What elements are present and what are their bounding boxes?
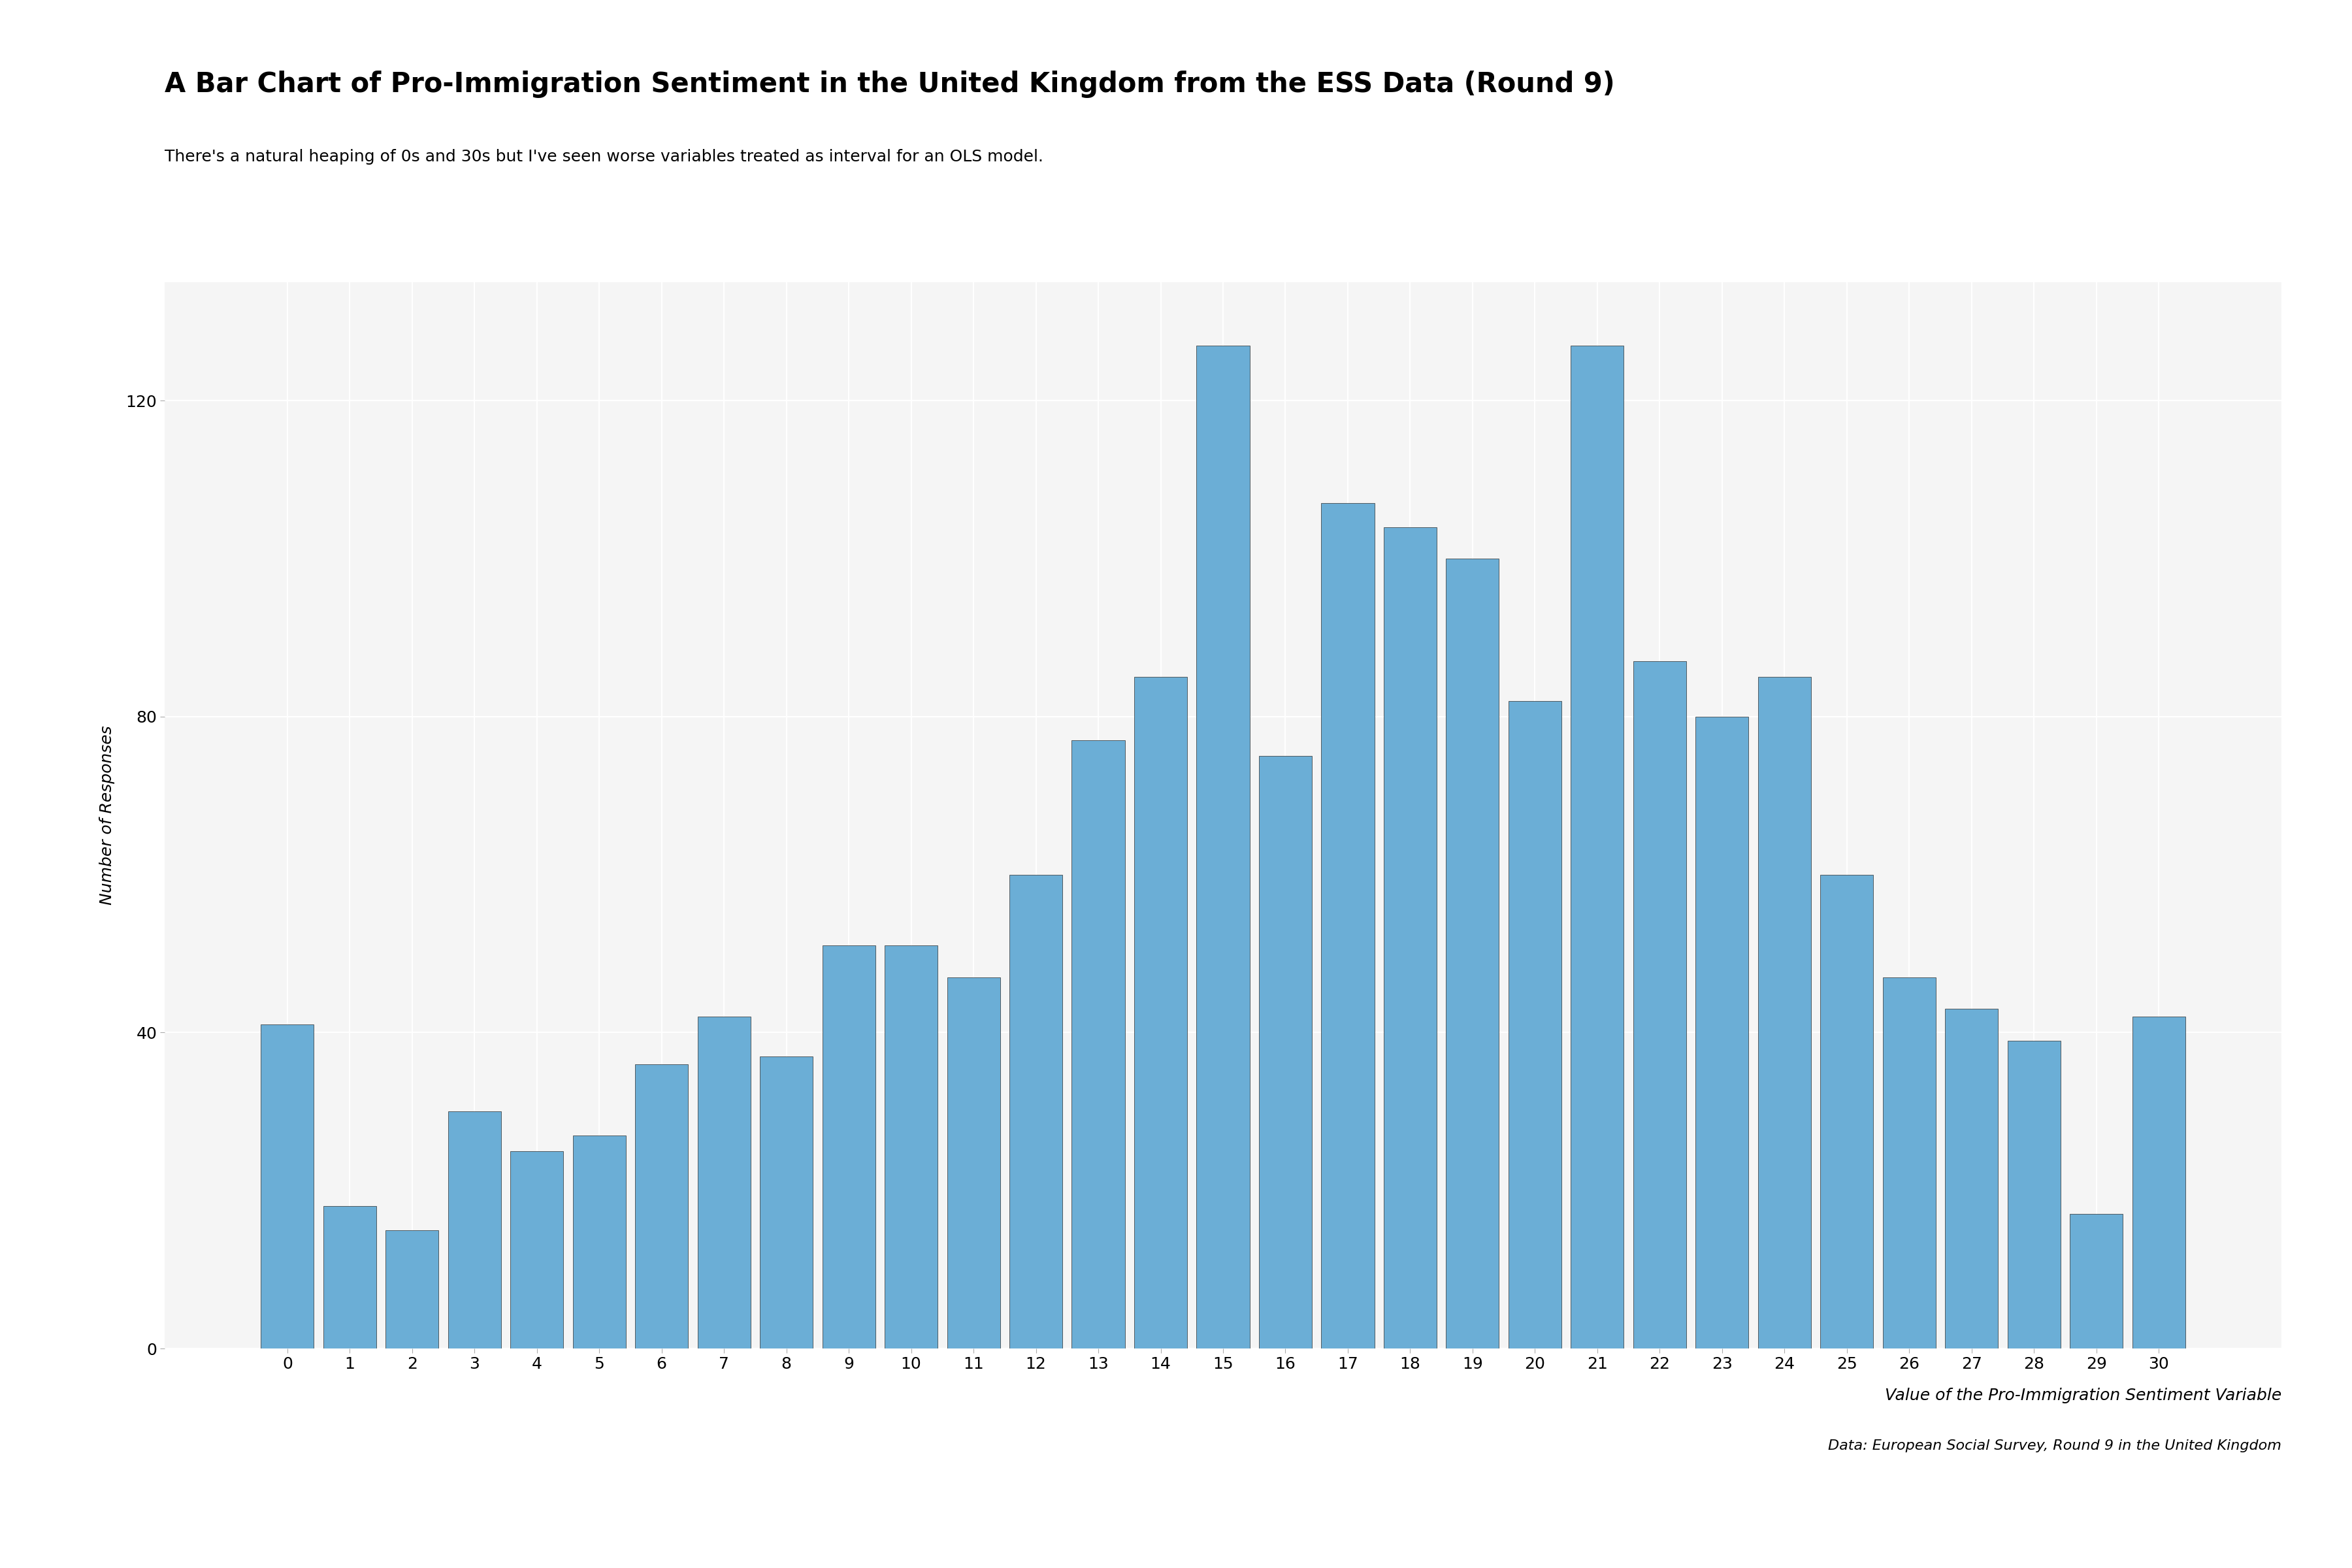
Bar — [322, 1206, 376, 1348]
Bar — [1508, 701, 1562, 1348]
Bar — [1696, 717, 1748, 1348]
Bar — [1446, 558, 1498, 1348]
Bar — [823, 946, 875, 1348]
Bar — [2009, 1041, 2060, 1348]
Bar — [2133, 1016, 2185, 1348]
Bar — [760, 1057, 814, 1348]
Bar — [1009, 875, 1063, 1348]
Bar — [1945, 1008, 1999, 1348]
Y-axis label: Number of Responses: Number of Responses — [99, 726, 115, 905]
Bar — [574, 1135, 626, 1348]
Bar — [1134, 677, 1188, 1348]
Bar — [1383, 527, 1437, 1348]
Bar — [699, 1016, 750, 1348]
Text: There's a natural heaping of 0s and 30s but I've seen worse variables treated as: There's a natural heaping of 0s and 30s … — [165, 149, 1044, 165]
Text: Data: European Social Survey, Round 9 in the United Kingdom: Data: European Social Survey, Round 9 in… — [1828, 1439, 2281, 1452]
Bar — [2070, 1214, 2124, 1348]
Bar — [948, 977, 1000, 1348]
Bar — [1322, 503, 1374, 1348]
Bar — [1197, 345, 1249, 1348]
Bar — [386, 1229, 437, 1348]
Text: Value of the Pro-Immigration Sentiment Variable: Value of the Pro-Immigration Sentiment V… — [1884, 1388, 2281, 1403]
Bar — [1571, 345, 1623, 1348]
Bar — [447, 1112, 501, 1348]
Bar — [1073, 740, 1124, 1348]
Bar — [884, 946, 938, 1348]
Bar — [1258, 756, 1312, 1348]
Bar — [261, 1024, 313, 1348]
Text: A Bar Chart of Pro-Immigration Sentiment in the United Kingdom from the ESS Data: A Bar Chart of Pro-Immigration Sentiment… — [165, 71, 1616, 97]
Bar — [1820, 875, 1872, 1348]
Bar — [1882, 977, 1936, 1348]
Bar — [1632, 662, 1686, 1348]
Bar — [635, 1065, 689, 1348]
Bar — [1757, 677, 1811, 1348]
Bar — [510, 1151, 564, 1348]
